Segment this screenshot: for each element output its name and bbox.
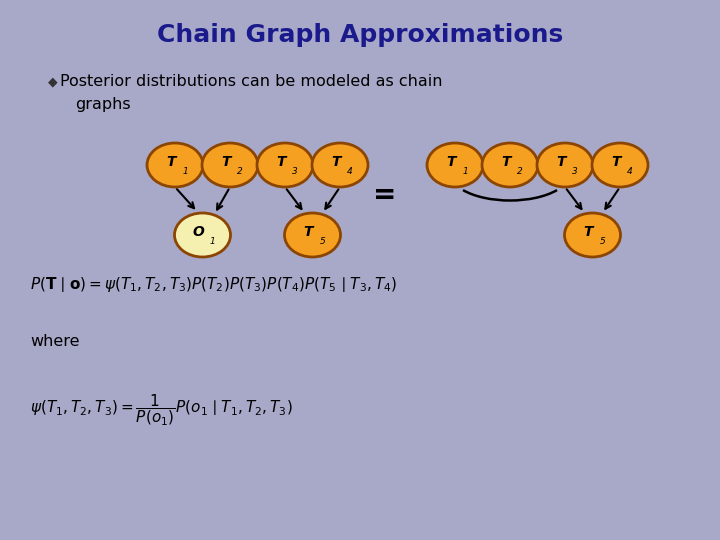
Text: 5: 5 [320, 237, 325, 246]
Text: where: where [30, 334, 79, 349]
Ellipse shape [564, 213, 621, 257]
Text: T: T [221, 155, 230, 169]
Text: 1: 1 [210, 237, 215, 246]
Text: T: T [166, 155, 176, 169]
Ellipse shape [147, 143, 203, 187]
Text: 3: 3 [292, 166, 298, 176]
Text: Chain Graph Approximations: Chain Graph Approximations [157, 23, 563, 47]
Text: T: T [611, 155, 621, 169]
Text: T: T [446, 155, 456, 169]
Ellipse shape [312, 143, 368, 187]
Text: 2: 2 [517, 166, 523, 176]
Text: graphs: graphs [75, 98, 130, 112]
Ellipse shape [257, 143, 313, 187]
Text: 5: 5 [600, 237, 606, 246]
Ellipse shape [482, 143, 538, 187]
Ellipse shape [592, 143, 648, 187]
Ellipse shape [427, 143, 483, 187]
Text: 2: 2 [237, 166, 243, 176]
Text: $\psi(T_1,T_2,T_3)=\dfrac{1}{P(o_1)}P(o_1\mid T_1,T_2,T_3)$: $\psi(T_1,T_2,T_3)=\dfrac{1}{P(o_1)}P(o_… [30, 393, 293, 428]
Text: $P(\mathbf{T}\mid\mathbf{o})=\psi(T_1,T_2,T_3)P(T_2)P(T_3)P(T_4)P(T_5\mid T_3,T_: $P(\mathbf{T}\mid\mathbf{o})=\psi(T_1,T_… [30, 275, 397, 294]
Text: 1: 1 [462, 166, 468, 176]
Text: T: T [501, 155, 510, 169]
Ellipse shape [284, 213, 341, 257]
Text: T: T [276, 155, 286, 169]
Ellipse shape [202, 143, 258, 187]
Ellipse shape [537, 143, 593, 187]
Text: Posterior distributions can be modeled as chain: Posterior distributions can be modeled a… [60, 75, 443, 90]
Text: 1: 1 [182, 166, 188, 176]
Text: O: O [193, 225, 204, 239]
Text: 4: 4 [627, 166, 633, 176]
Text: T: T [584, 225, 593, 239]
Text: T: T [331, 155, 341, 169]
Text: T: T [557, 155, 566, 169]
Text: 4: 4 [347, 166, 353, 176]
Text: =: = [373, 181, 397, 209]
Text: ◆: ◆ [48, 76, 58, 89]
Ellipse shape [174, 213, 230, 257]
Text: 3: 3 [572, 166, 578, 176]
Text: T: T [304, 225, 313, 239]
